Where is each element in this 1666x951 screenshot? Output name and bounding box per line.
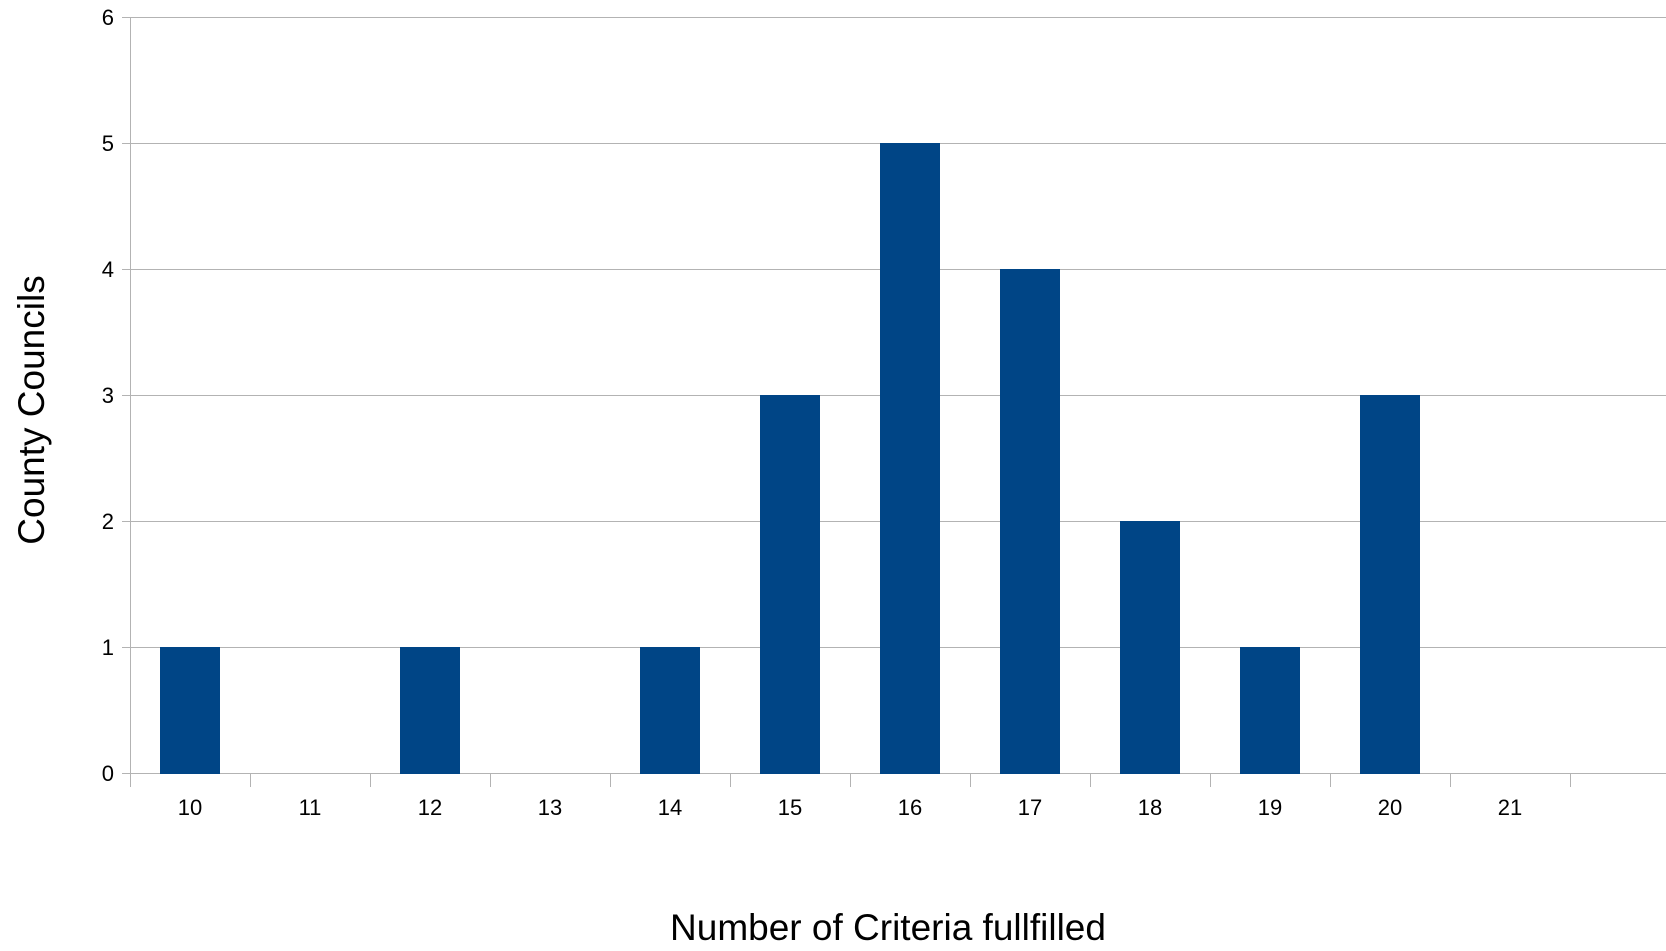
x-axis-title: Number of Criteria fullfilled: [670, 907, 1106, 948]
bar-19: [1240, 647, 1300, 774]
axes: [130, 17, 1571, 787]
x-tick-label: 14: [658, 795, 682, 820]
x-tick-label: 16: [898, 795, 922, 820]
y-tick-label: 4: [102, 257, 114, 282]
x-tick-label: 13: [538, 795, 562, 820]
x-tick-label: 20: [1378, 795, 1402, 820]
x-tick-label: 17: [1018, 795, 1042, 820]
bars: [160, 143, 1420, 774]
bar-18: [1120, 521, 1180, 774]
x-tick-label: 21: [1498, 795, 1522, 820]
y-tick-label: 0: [102, 761, 114, 786]
x-tick-label: 19: [1258, 795, 1282, 820]
x-tick-label: 18: [1138, 795, 1162, 820]
y-axis-title: County Councils: [11, 275, 52, 544]
bar-17: [1000, 269, 1060, 774]
y-tick-label: 1: [102, 635, 114, 660]
x-tick-label: 15: [778, 795, 802, 820]
y-tick-labels: 0 1 2 3 4 5 6: [102, 5, 114, 786]
y-tick-label: 6: [102, 5, 114, 30]
bar-14: [640, 647, 700, 774]
bar-10: [160, 647, 220, 774]
y-tick-label: 3: [102, 383, 114, 408]
bar-12: [400, 647, 460, 774]
bar-15: [760, 395, 820, 774]
y-tick-label: 5: [102, 131, 114, 156]
x-tick-label: 12: [418, 795, 442, 820]
x-tick-label: 10: [178, 795, 202, 820]
x-tick-labels: 10 11 12 13 14 15 16 17 18 19 20 21: [178, 795, 1522, 820]
bar-20: [1360, 395, 1420, 774]
x-tick-label: 11: [299, 795, 322, 820]
y-tick-label: 2: [102, 509, 114, 534]
bar-16: [880, 143, 940, 774]
